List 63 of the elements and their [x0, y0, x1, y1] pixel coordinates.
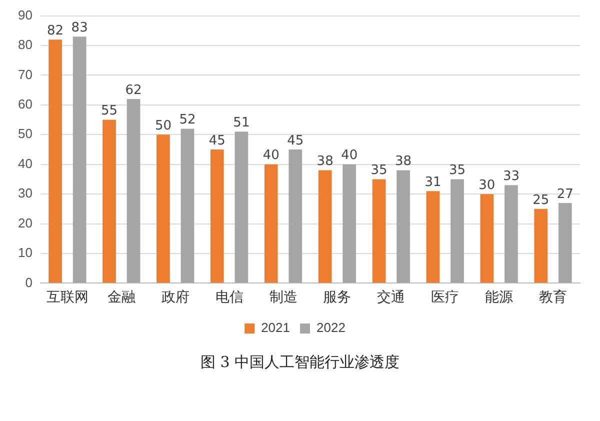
y-tick-label: 60: [18, 96, 32, 112]
x-tick-label: 政府: [161, 288, 190, 304]
bar: [534, 208, 548, 283]
legend-label: 2021: [261, 320, 290, 336]
x-tick-label: 金融: [107, 288, 136, 304]
x-tick-label: 制造: [269, 288, 298, 304]
y-tick-label: 10: [18, 245, 32, 260]
bar: [102, 120, 116, 283]
x-tick-label: 能源: [485, 288, 514, 304]
bar: [558, 202, 572, 283]
data-label: 83: [71, 20, 88, 36]
data-label: 40: [341, 148, 358, 164]
y-tick-label: 90: [18, 7, 32, 22]
x-tick-label: 医疗: [431, 288, 460, 304]
text: 图 3 中国人工智能行业渗透度: [199, 353, 401, 372]
data-label: 55: [100, 104, 118, 119]
bar: [126, 98, 140, 283]
bar: [372, 179, 386, 283]
y-tick-label: 20: [18, 215, 32, 230]
bar: [426, 191, 440, 283]
data-label: 45: [208, 133, 226, 148]
data-label: 25: [532, 192, 550, 208]
data-label: 38: [316, 154, 334, 170]
data-label: 30: [478, 178, 496, 193]
bar: [342, 164, 356, 283]
data-label: 82: [47, 23, 64, 38]
x-tick-label: 互联网: [46, 288, 88, 304]
data-label: 52: [179, 112, 196, 128]
bar: [210, 150, 224, 283]
x-tick-label: 交通: [377, 288, 406, 304]
x-tick-label: 服务: [323, 288, 352, 304]
y-tick-label: 50: [18, 126, 32, 142]
y-tick-label: 80: [18, 37, 32, 52]
data-label: 27: [556, 186, 574, 202]
data-label: 40: [262, 148, 280, 164]
bar: [264, 164, 278, 283]
bar: [156, 134, 170, 283]
y-tick-label: 40: [18, 156, 32, 171]
data-label: 45: [287, 133, 304, 148]
bar: [504, 185, 518, 283]
bar: [288, 150, 302, 283]
data-label: 38: [395, 154, 412, 170]
bar: [396, 170, 410, 283]
bar: [48, 40, 62, 283]
legend-label: 2022: [316, 320, 346, 336]
data-label: 62: [125, 82, 142, 98]
bar: [450, 179, 464, 283]
bar: [318, 170, 332, 283]
bar: [72, 36, 86, 283]
bar: [480, 194, 494, 283]
bar: [234, 132, 248, 283]
data-label: 35: [448, 163, 466, 178]
y-tick-label: 30: [18, 186, 32, 201]
data-label: 31: [424, 174, 442, 190]
y-tick-label: 70: [18, 66, 32, 82]
data-label: 35: [370, 163, 388, 178]
x-tick-label: 教育: [539, 288, 568, 304]
y-tick-label: 0: [25, 274, 32, 290]
data-label: 33: [502, 169, 520, 184]
bar: [180, 128, 194, 283]
data-label: 50: [154, 118, 172, 134]
data-label: 51: [233, 116, 250, 131]
x-tick-label: 电信: [215, 288, 244, 304]
